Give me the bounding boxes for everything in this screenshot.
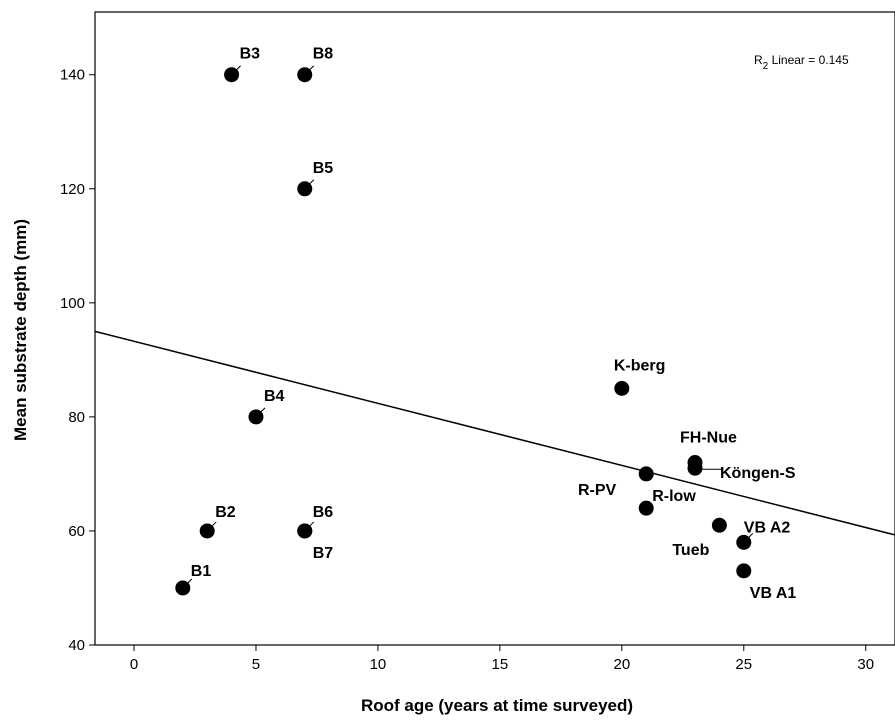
point-label: B2 (215, 504, 236, 521)
point-label: B1 (191, 563, 212, 580)
label-leader-line (258, 407, 266, 415)
data-point (687, 460, 703, 476)
point-label: R-low (652, 488, 696, 505)
x-tick-label: 30 (857, 656, 874, 673)
x-tick-label: 5 (252, 656, 260, 673)
regression-line (94, 330, 895, 536)
point-labels: B1 B2 B3 B4 B5 B6 B7 B8 K-berg FH-Nue Köngen-S R-PV… (185, 46, 797, 602)
point-label: B6 (313, 504, 334, 521)
x-tick-label: 0 (130, 656, 138, 673)
y-tick-label: 60 (68, 523, 85, 540)
x-tick-label: 15 (492, 656, 509, 673)
label-leader-line (185, 578, 193, 586)
point-label: Köngen-S (720, 465, 796, 482)
y-tick-label: 80 (68, 409, 85, 426)
data-points (175, 67, 752, 596)
y-axis-title: Mean substrate depth (mm) (11, 219, 30, 441)
y-axis: 40 60 80 100 120 140 (60, 67, 95, 654)
point-label: FH-Nue (680, 430, 737, 447)
label-leader-line (307, 179, 315, 187)
y-tick-label: 100 (60, 295, 85, 312)
x-axis: 0 5 10 15 20 25 30 (130, 645, 874, 673)
plot-area (94, 11, 895, 646)
data-point (711, 517, 727, 533)
point-label: B4 (264, 388, 285, 405)
point-label: B5 (313, 160, 334, 177)
point-label: K-berg (614, 357, 666, 374)
label-leader-line (209, 521, 217, 529)
point-label: VB A1 (750, 585, 797, 602)
x-tick-label: 25 (735, 656, 752, 673)
point-label: B8 (313, 46, 334, 63)
x-axis-title: Roof age (years at time surveyed) (361, 696, 633, 715)
point-label: VB A2 (744, 519, 791, 536)
y-tick-label: 140 (60, 67, 85, 84)
label-leader-line (234, 65, 241, 73)
point-label: B7 (313, 545, 334, 562)
point-label: Tueb (672, 542, 709, 559)
point-label: B3 (240, 46, 261, 63)
x-tick-label: 10 (370, 656, 387, 673)
point-label: R-PV (578, 482, 617, 499)
data-point (614, 380, 630, 396)
data-point (638, 500, 654, 516)
data-point (638, 466, 654, 482)
data-point (736, 563, 752, 579)
label-leader-line (746, 532, 754, 540)
r2-annotation: R2 Linear = 0.145 (754, 53, 849, 72)
x-tick-label: 20 (613, 656, 630, 673)
label-leader-line (307, 65, 315, 73)
y-tick-label: 40 (68, 637, 85, 654)
label-leader-line (307, 521, 315, 529)
y-tick-label: 120 (60, 181, 85, 198)
